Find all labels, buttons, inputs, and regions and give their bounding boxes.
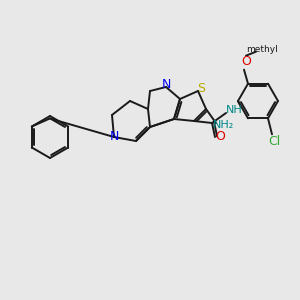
Text: S: S (197, 82, 205, 94)
Text: N: N (161, 79, 171, 92)
Text: NH₂: NH₂ (213, 120, 235, 130)
Text: N: N (109, 130, 119, 143)
Text: O: O (241, 55, 251, 68)
Text: Cl: Cl (268, 135, 280, 148)
Text: NH: NH (226, 105, 242, 115)
Text: methyl: methyl (246, 45, 278, 54)
Text: O: O (215, 130, 225, 143)
